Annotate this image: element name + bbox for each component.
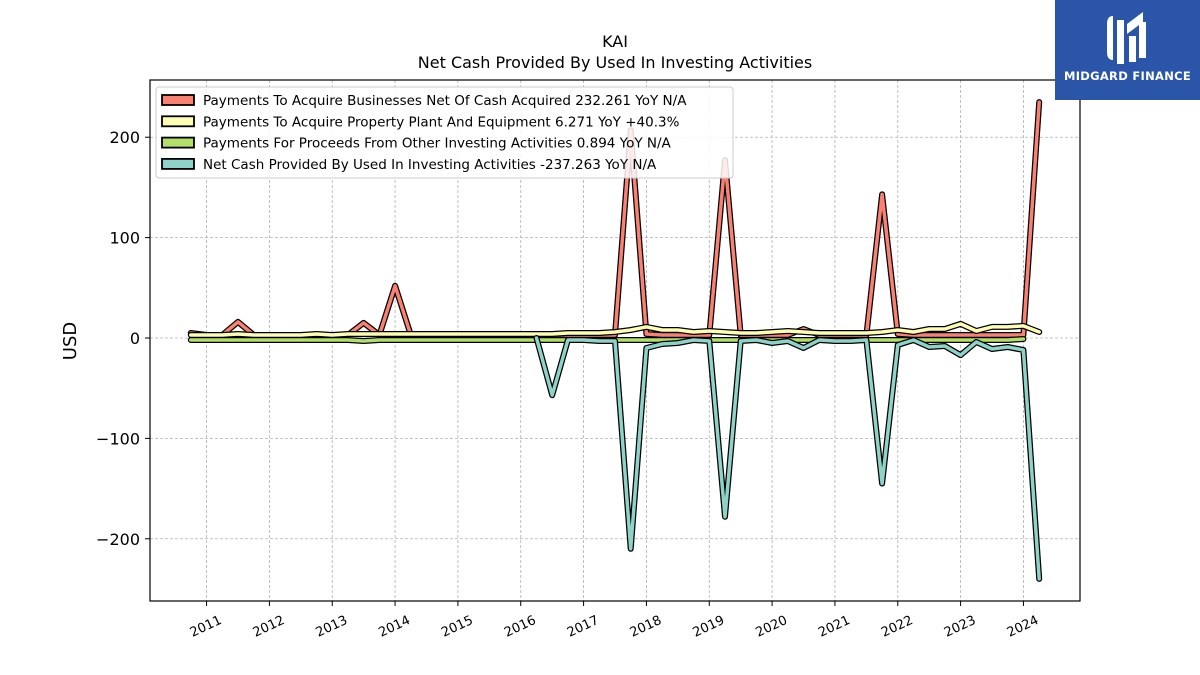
x-tick-label: 2022 [879,613,915,641]
series-outline-3 [533,335,1043,582]
x-tick-label: 2012 [251,613,287,641]
y-tick-label: 100 [109,229,140,248]
logo-text: MIDGARD FINANCE [1063,69,1192,83]
legend-box [155,86,734,179]
x-tick-label: 2016 [502,613,538,641]
x-tick-label: 2013 [314,613,350,641]
x-tick-label: 2024 [1005,613,1041,641]
legend-swatch-0 [161,94,195,106]
y-tick-label: 200 [109,128,140,147]
series-layer [187,99,1043,582]
x-tick-label: 2023 [942,613,978,641]
logo-mark-icon [1107,12,1146,64]
chart-subtitle: Net Cash Provided By Used In Investing A… [418,53,812,72]
y-tick-label: −100 [96,429,140,448]
series-line-3 [534,336,1041,581]
x-axis: 2011 2012 2013 2014 2015 2016 2017 2018 2019 2020… [188,601,1041,641]
y-tick-label: 0 [130,329,140,348]
plot-frame [149,79,1081,602]
x-tick-label: 2021 [816,613,852,641]
x-tick-label: 2019 [691,613,727,641]
y-axis: 200 100 0 −100 −200 [96,128,150,549]
legend-label-3: Net Cash Provided By Used In Investing A… [203,157,657,173]
x-tick-label: 2015 [439,613,475,641]
legend-swatch-1 [161,115,195,128]
legend-label-1: Payments To Acquire Property Plant And E… [203,114,680,130]
legend-label-2: Payments For Proceeds From Other Investi… [203,136,672,152]
legend: Payments To Acquire Businesses Net Of Ca… [155,86,734,179]
y-tick-label: −200 [96,530,140,549]
legend-swatch-2 [161,136,195,149]
x-tick-label: 2018 [628,613,664,641]
logo: MIDGARD FINANCE [1055,0,1200,100]
legend-label-0: Payments To Acquire Businesses Net Of Ca… [203,93,687,109]
x-tick-label: 2017 [565,613,601,641]
legend-swatch-3 [161,157,195,170]
series-line-1 [189,322,1041,337]
x-tick-label: 2014 [376,613,412,641]
chart-title: KAI [602,32,628,51]
x-tick-label: 2011 [188,613,224,641]
y-axis-label: USD [60,322,81,360]
x-tick-label: 2020 [753,613,789,641]
